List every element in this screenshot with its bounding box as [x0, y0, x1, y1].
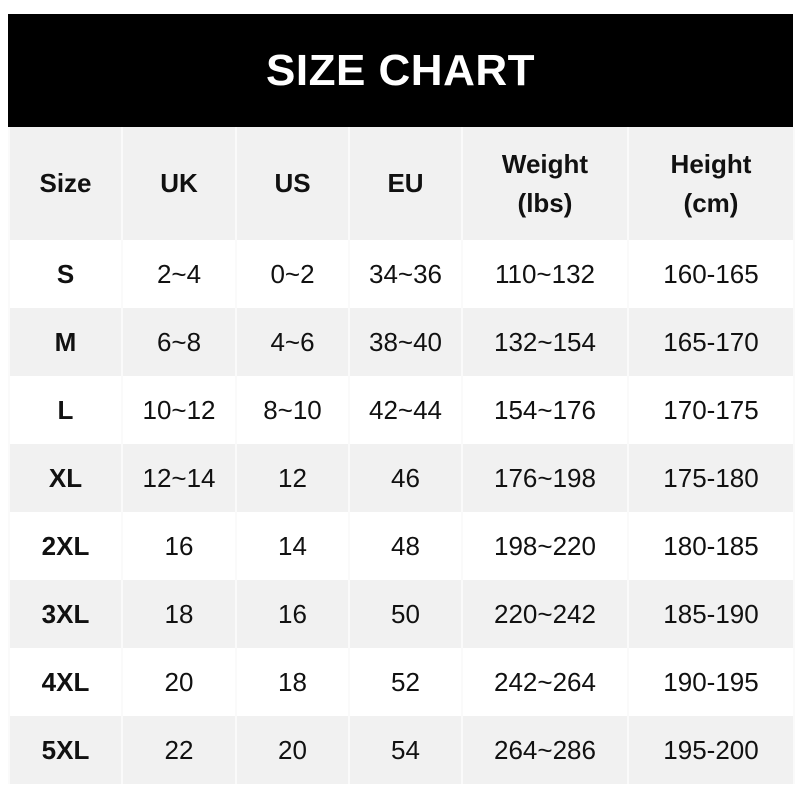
cell-us: 12 [235, 444, 350, 512]
table-row: S 2~4 0~2 34~36 110~132 160-165 [8, 240, 795, 308]
header-uk: UK [121, 127, 237, 240]
cell-height: 180-185 [627, 512, 795, 580]
table-row: 5XL 22 20 54 264~286 195-200 [8, 716, 795, 784]
cell-size: 2XL [8, 512, 123, 580]
cell-weight: 220~242 [461, 580, 629, 648]
table-row: XL 12~14 12 46 176~198 175-180 [8, 444, 795, 512]
cell-uk: 20 [121, 648, 237, 716]
cell-size: XL [8, 444, 123, 512]
size-chart-table: Size UK US EU Weight (lbs) Height (cm) S 2~… [8, 127, 795, 784]
header-height-line2: (cm) [683, 187, 739, 218]
cell-eu: 52 [348, 648, 463, 716]
cell-height: 170-175 [627, 376, 795, 444]
cell-eu: 46 [348, 444, 463, 512]
header-size: Size [8, 127, 123, 240]
cell-size: 5XL [8, 716, 123, 784]
cell-height: 160-165 [627, 240, 795, 308]
cell-eu: 48 [348, 512, 463, 580]
cell-size: 3XL [8, 580, 123, 648]
table-row: 3XL 18 16 50 220~242 185-190 [8, 580, 795, 648]
cell-height: 195-200 [627, 716, 795, 784]
header-row: Size UK US EU Weight (lbs) Height (cm) [8, 127, 795, 240]
cell-size: S [8, 240, 123, 308]
cell-weight: 242~264 [461, 648, 629, 716]
cell-uk: 12~14 [121, 444, 237, 512]
cell-eu: 38~40 [348, 308, 463, 376]
header-eu: EU [348, 127, 463, 240]
cell-eu: 34~36 [348, 240, 463, 308]
cell-uk: 22 [121, 716, 237, 784]
cell-weight: 154~176 [461, 376, 629, 444]
cell-uk: 18 [121, 580, 237, 648]
cell-weight: 110~132 [461, 240, 629, 308]
cell-us: 16 [235, 580, 350, 648]
header-weight-line2: (lbs) [517, 187, 573, 218]
table-row: 4XL 20 18 52 242~264 190-195 [8, 648, 795, 716]
cell-height: 190-195 [627, 648, 795, 716]
cell-us: 14 [235, 512, 350, 580]
cell-height: 175-180 [627, 444, 795, 512]
cell-us: 20 [235, 716, 350, 784]
header-height-line1: Height [670, 148, 752, 179]
cell-size: 4XL [8, 648, 123, 716]
cell-weight: 198~220 [461, 512, 629, 580]
cell-weight: 264~286 [461, 716, 629, 784]
header-us: US [235, 127, 350, 240]
table-row: M 6~8 4~6 38~40 132~154 165-170 [8, 308, 795, 376]
cell-eu: 50 [348, 580, 463, 648]
table-row: 2XL 16 14 48 198~220 180-185 [8, 512, 795, 580]
header-weight-line1: Weight [501, 148, 589, 179]
cell-uk: 10~12 [121, 376, 237, 444]
cell-us: 18 [235, 648, 350, 716]
cell-size: M [8, 308, 123, 376]
cell-uk: 2~4 [121, 240, 237, 308]
cell-weight: 176~198 [461, 444, 629, 512]
header-weight: Weight (lbs) [461, 127, 629, 240]
cell-us: 4~6 [235, 308, 350, 376]
cell-size: L [8, 376, 123, 444]
table-row: L 10~12 8~10 42~44 154~176 170-175 [8, 376, 795, 444]
cell-height: 185-190 [627, 580, 795, 648]
cell-height: 165-170 [627, 308, 795, 376]
cell-eu: 42~44 [348, 376, 463, 444]
cell-uk: 6~8 [121, 308, 237, 376]
cell-uk: 16 [121, 512, 237, 580]
cell-weight: 132~154 [461, 308, 629, 376]
cell-us: 8~10 [235, 376, 350, 444]
cell-us: 0~2 [235, 240, 350, 308]
header-height: Height (cm) [627, 127, 795, 240]
cell-eu: 54 [348, 716, 463, 784]
size-chart-title: SIZE CHART [8, 14, 793, 127]
